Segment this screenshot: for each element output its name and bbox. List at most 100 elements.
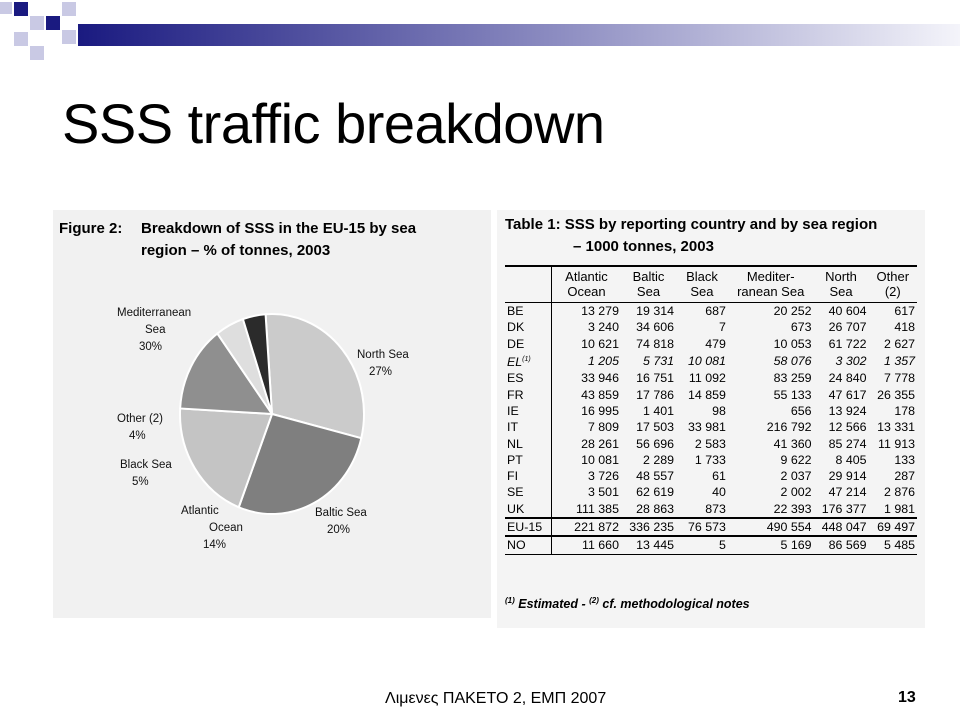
pie-slice xyxy=(264,313,365,440)
table-panel: Table 1: SSS by reporting country and by… xyxy=(497,210,925,628)
value-cell: 7 809 xyxy=(587,420,619,435)
value-cell: 43 859 xyxy=(581,387,619,402)
header-country xyxy=(505,266,552,303)
value-cell: 69 497 xyxy=(868,516,917,538)
country-cell: NL xyxy=(505,435,552,452)
value-cell: 5 485 xyxy=(868,536,917,555)
value-cell: 1 733 xyxy=(694,452,726,467)
pie-slice xyxy=(179,332,274,416)
table-row: NO 11 660 13 445 5 5 169 86 569 5 485 xyxy=(505,536,917,555)
header-col: Mediter-ranean Sea xyxy=(737,269,805,299)
value-cell: 83 259 xyxy=(773,371,812,386)
value-cell: 85 274 xyxy=(828,436,867,451)
table-row: BE 13 279 19 314 687 20 252 40 604 617 xyxy=(505,302,917,320)
value-cell: 9 622 xyxy=(780,452,812,467)
country-cell: IT xyxy=(505,419,552,436)
value-cell: 479 xyxy=(705,336,726,351)
table-row: NL 28 261 56 696 2 583 41 360 85 274 11 913 xyxy=(505,435,917,452)
country-cell: ES xyxy=(505,370,552,387)
pie-slice-percent-label: 4% xyxy=(129,430,146,442)
table-row: EL(1) 1 205 5 731 10 081 58 076 3 302 1 357 xyxy=(505,351,917,371)
value-cell: 5 xyxy=(676,536,728,555)
value-cell: 61 722 xyxy=(828,336,867,351)
table-caption: Table 1: SSS by reporting country and by… xyxy=(505,214,877,258)
value-cell: 11 913 xyxy=(878,436,915,451)
value-cell: 336 235 xyxy=(620,516,677,538)
page-number: 13 xyxy=(898,689,916,706)
header-col: Black Sea xyxy=(686,269,718,299)
figure-caption: Figure 2: Breakdown of SSS in the EU-15 b… xyxy=(59,218,485,262)
pie-slice-percent-label: 5% xyxy=(132,476,149,488)
value-cell: 12 566 xyxy=(828,420,867,435)
value-cell: 10 081 xyxy=(581,452,619,467)
value-cell: 34 606 xyxy=(636,320,675,335)
table-row: IT 7 809 17 503 33 981 216 792 12 566 13 331 xyxy=(505,419,917,436)
value-cell: 7 xyxy=(718,320,726,335)
pie-figure-panel: Mediterranean Sea 30% North Sea 27% Baltic Se… xyxy=(53,210,491,618)
country-code: NL xyxy=(507,436,523,451)
value-cell: 19 314 xyxy=(636,304,675,318)
value-cell: 221 872 xyxy=(551,516,621,538)
country-code: FR xyxy=(507,387,524,402)
footnote-mark-1: (1) xyxy=(505,596,515,605)
value-cell: 3 501 xyxy=(587,485,619,500)
table-row: SE 3 501 62 619 40 2 002 47 214 2 876 xyxy=(505,484,917,501)
country-cell: PT xyxy=(505,451,552,469)
country-cell: UK xyxy=(505,500,552,518)
value-cell: 617 xyxy=(894,304,915,318)
header-col: North Sea xyxy=(825,269,857,299)
value-cell: 5 731 xyxy=(643,353,675,368)
value-cell: 1 981 xyxy=(883,501,915,516)
value-cell: 10 621 xyxy=(581,336,619,351)
pie-slice xyxy=(241,313,273,415)
table-row: EU-15 221 872 336 235 76 573 490 554 448 047 6… xyxy=(505,516,917,538)
slide-footer: Λιμενες ΠΑΚΕΤΟ 2, ΕΜΠ 2007 xyxy=(385,690,607,707)
value-cell: 10 081 xyxy=(687,353,726,368)
value-cell: 216 792 xyxy=(766,420,812,435)
table-title-line2: – 1000 tonnes, 2003 xyxy=(573,238,714,255)
country-code: ES xyxy=(507,371,524,386)
value-cell: 287 xyxy=(894,469,915,484)
value-cell: 2 002 xyxy=(780,485,812,500)
value-cell: 29 914 xyxy=(828,469,867,484)
value-cell: 8 405 xyxy=(835,452,867,467)
country-cell: NO xyxy=(505,536,552,555)
country-code: BE xyxy=(507,304,524,318)
pie-slice-percent-label: 27% xyxy=(369,366,392,378)
value-cell: 2 583 xyxy=(694,436,726,451)
value-cell: 28 261 xyxy=(581,436,619,451)
country-code: NO xyxy=(507,538,526,553)
value-cell: 20 252 xyxy=(773,304,812,318)
header-col: Baltic Sea xyxy=(632,269,665,299)
value-cell: 2 037 xyxy=(780,469,812,484)
country-code: EU-15 xyxy=(507,519,543,534)
value-cell: 3 240 xyxy=(587,320,619,335)
value-cell: 13 924 xyxy=(828,403,867,418)
country-code: FI xyxy=(507,469,519,484)
value-cell: 62 619 xyxy=(636,485,675,500)
value-cell: 47 617 xyxy=(828,387,867,402)
value-cell: 176 377 xyxy=(821,501,867,516)
value-cell: 86 569 xyxy=(813,536,869,555)
table-row: UK 111 385 28 863 873 22 393 176 377 1 981 xyxy=(505,500,917,518)
country-cell: FI xyxy=(505,468,552,485)
pie-slice-name-label: Sea xyxy=(145,324,166,336)
value-cell: 490 554 xyxy=(727,516,814,538)
value-cell: 28 863 xyxy=(636,501,675,516)
figure-title-line1: Breakdown of SSS in the EU-15 by sea xyxy=(141,220,417,237)
country-code: PT xyxy=(507,452,523,467)
value-cell: 33 946 xyxy=(581,371,619,386)
footnote-text-2: cf. methodological notes xyxy=(598,597,750,612)
value-cell: 76 573 xyxy=(676,516,728,538)
pie-slice-percent-label: 14% xyxy=(203,539,226,551)
country-cell: EU-15 xyxy=(505,516,552,538)
pie-slice-name-label: Mediterranean xyxy=(117,307,191,319)
header-col: Atlantic Ocean xyxy=(565,269,608,299)
pie-slice-name-label: North Sea xyxy=(357,349,409,361)
table-row: DE 10 621 74 818 479 10 053 61 722 2 627 xyxy=(505,335,917,352)
value-cell: 7 778 xyxy=(883,371,915,386)
table-row: ES 33 946 16 751 11 092 83 259 24 840 7 778 xyxy=(505,370,917,387)
value-cell: 13 331 xyxy=(877,420,915,435)
table-row: PT 10 081 2 289 1 733 9 622 8 405 133 xyxy=(505,451,917,469)
sss-table: Atlantic Ocean Baltic Sea Black Sea Medi… xyxy=(505,265,917,555)
